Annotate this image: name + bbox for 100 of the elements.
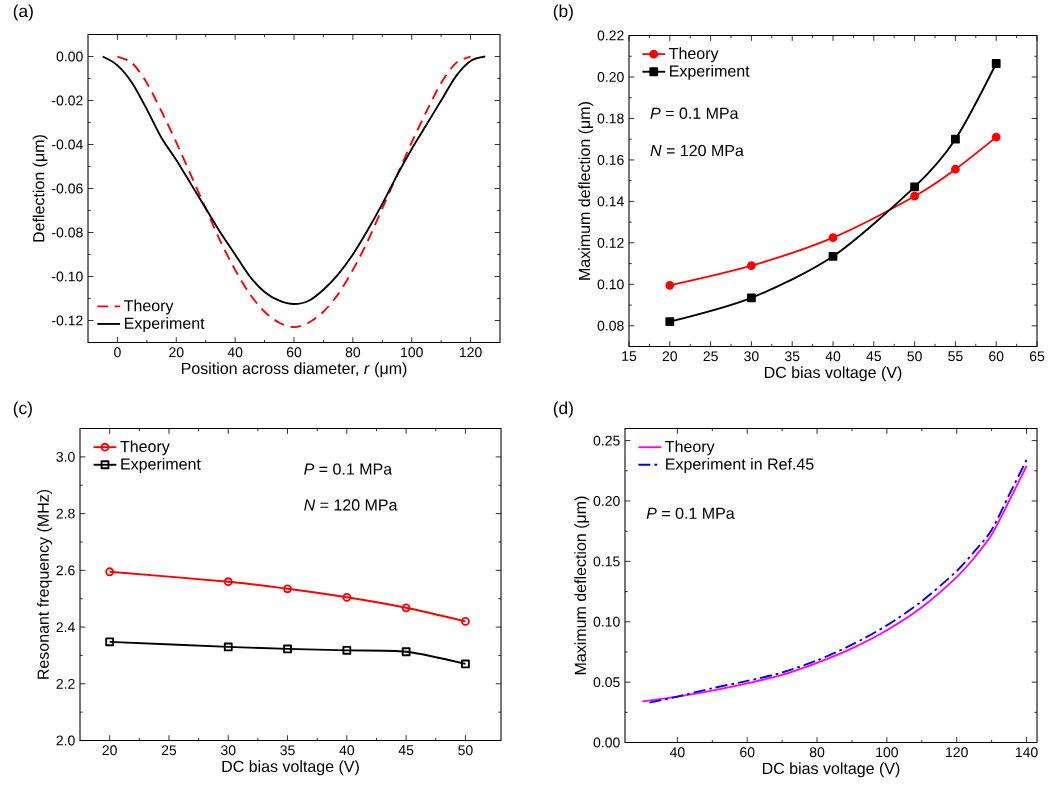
x-tick-label: 45 [398, 745, 414, 756]
y-tick-label: 0.16 [597, 155, 624, 166]
x-tick-label: 20 [102, 745, 117, 756]
x-tick-label: 30 [220, 745, 236, 756]
point [401, 603, 411, 613]
point [665, 281, 675, 291]
x-tick-label: 60 [740, 747, 755, 758]
x-tick-label: 30 [744, 351, 759, 362]
legend-label: Experiment in Ref.45 [666, 458, 814, 474]
x-tick-label: 0 [114, 347, 121, 358]
x-axis-title: DC bias voltage (V) [222, 760, 359, 776]
x-tick-label: 35 [280, 745, 295, 756]
x-axis-title: DC bias voltage (V) [764, 366, 902, 382]
y-tick-label: 2.2 [56, 679, 75, 689]
annotation: N = 120 MPa [304, 499, 398, 511]
y-tick-label: -0.04 [52, 139, 83, 150]
chart-title: (a) [13, 4, 33, 21]
x-tick-label: 80 [809, 747, 825, 758]
y-tick-label: 0.20 [597, 72, 624, 83]
legend-label: Theory [665, 440, 715, 456]
y-axis-title: Maximum deflection (μm) [574, 496, 590, 675]
y-tick-label: -0.08 [52, 227, 83, 238]
point [283, 584, 292, 594]
x-tick-label: 25 [161, 745, 177, 756]
point [991, 132, 1001, 142]
x-tick-label: 35 [784, 351, 800, 362]
point [342, 593, 352, 602]
x-tick-label: 40 [227, 347, 243, 358]
point [461, 659, 470, 669]
y-tick-label: 0.25 [593, 435, 620, 446]
y-axis-title: Deflection (μm) [32, 135, 48, 242]
x-axis-title: DC bias voltage (V) [762, 762, 900, 778]
x-tick-label: 20 [662, 351, 678, 362]
y-tick-label: -0.10 [52, 271, 83, 282]
point [951, 165, 960, 174]
y-tick-label: 2.0 [56, 735, 75, 746]
y-axis-title: Maximum deflection (μm) [578, 102, 594, 280]
y-tick-label: 0.08 [597, 321, 624, 331]
y-tick-label: 0.12 [597, 238, 624, 249]
point [910, 182, 920, 192]
annotation: P = 0.1 MPa [650, 107, 739, 120]
legend-label: Experiment [121, 458, 201, 474]
x-tick-label: 80 [345, 347, 361, 358]
x-tick-label: 40 [339, 745, 355, 756]
chart-title: (b) [553, 4, 573, 21]
y-tick-label: -0.02 [52, 95, 83, 106]
x-tick-label: 65 [1029, 351, 1045, 362]
point [828, 252, 838, 261]
x-tick-label: 60 [286, 347, 302, 358]
point [105, 637, 115, 647]
y-tick-label: 0.22 [597, 30, 624, 41]
x-tick-label: 120 [459, 347, 482, 358]
legend-label: Theory [669, 47, 719, 63]
x-tick-label: 140 [1015, 747, 1038, 758]
point [223, 577, 233, 587]
point [747, 261, 756, 271]
y-tick-label: 2.8 [56, 508, 75, 519]
x-tick-label: 120 [946, 747, 968, 758]
y-tick-label: 2.4 [56, 622, 75, 633]
y-tick-label: 0.20 [593, 496, 620, 507]
x-tick-label: 15 [622, 351, 637, 362]
chart-title: (c) [13, 401, 32, 418]
legend-label: Theory [124, 299, 174, 315]
x-tick-label: 20 [169, 347, 184, 358]
y-tick-label: 2.6 [56, 565, 75, 576]
y-tick-label: 0.00 [56, 51, 83, 62]
x-tick-label: 25 [703, 351, 718, 362]
y-tick-label: -0.12 [52, 315, 83, 326]
point [991, 59, 1001, 69]
x-tick-label: 55 [948, 351, 963, 362]
y-tick-label: 0.14 [597, 196, 624, 207]
chart-title: (d) [553, 401, 573, 418]
y-tick-label: -0.06 [52, 183, 83, 194]
point [401, 647, 411, 657]
y-tick-label: 0.10 [593, 617, 620, 627]
annotation: N = 120 MPa [650, 145, 744, 157]
point [951, 135, 960, 144]
y-tick-label: 0.18 [597, 113, 624, 124]
y-tick-label: 0.15 [593, 556, 620, 567]
y-axis-title: Resonant frequency (MHz) [37, 490, 53, 680]
legend-label: Experiment [670, 65, 750, 81]
x-tick-label: 45 [866, 351, 881, 362]
point [223, 642, 233, 652]
y-tick-label: 0.05 [593, 677, 620, 688]
y-tick-label: 3.0 [56, 452, 75, 463]
x-tick-label: 50 [907, 351, 922, 362]
x-tick-label: 50 [458, 745, 473, 756]
x-tick-label: 100 [876, 747, 898, 758]
legend-label: Theory [120, 440, 170, 456]
legend-label: Experiment [125, 317, 205, 333]
point [910, 192, 920, 201]
x-axis-title: Position across diameter, r (μm) [181, 362, 407, 378]
point [747, 293, 756, 303]
annotation: P = 0.1 MPa [304, 463, 393, 475]
y-tick-label: 0.10 [597, 279, 624, 290]
point [665, 317, 675, 327]
x-tick-label: 40 [825, 351, 841, 362]
point [283, 644, 292, 654]
point [828, 233, 838, 243]
y-tick-label: 0.00 [593, 737, 620, 748]
